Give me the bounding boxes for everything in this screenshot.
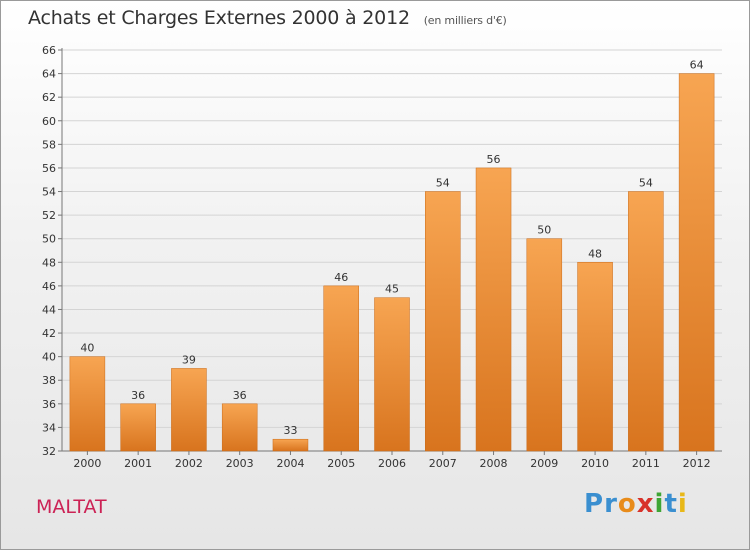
x-tick-label-2004: 2004 [276,457,304,470]
logo-letter: t [664,489,678,519]
x-tick-label-2002: 2002 [175,457,203,470]
proxiti-logo[interactable]: Proxiti [584,489,688,519]
y-tick-label: 54 [42,186,56,199]
data-label-2006: 45 [385,283,399,296]
y-tick-label: 44 [42,303,56,316]
y-tick-label: 36 [42,398,56,411]
logo-letter: i [677,489,688,519]
y-tick-label: 50 [42,233,56,246]
data-label-2004: 33 [283,424,297,437]
logo-letter: i [654,489,665,519]
y-tick-label: 64 [42,68,56,81]
logo-letter: r [604,489,618,519]
x-tick-label-2007: 2007 [429,457,457,470]
x-tick-label-2006: 2006 [378,457,406,470]
x-tick-label-2008: 2008 [480,457,508,470]
y-tick-label: 32 [42,445,56,458]
logo-letter: o [617,489,637,519]
y-tick-label: 48 [42,256,56,269]
data-label-2010: 48 [588,247,602,260]
x-tick-label-2012: 2012 [683,457,711,470]
data-label-2005: 46 [334,271,348,284]
data-label-2003: 36 [233,389,247,402]
bar-2010[interactable] [577,262,613,452]
data-label-2008: 56 [487,153,501,166]
bar-2001[interactable] [120,403,156,452]
y-tick-labels: 32 34 36 38 40 42 44 46 48 50 52 54 56 58 60 62 64 66 [42,44,56,458]
y-tick-label: 38 [42,374,56,387]
y-tick-label: 66 [42,44,56,57]
commune-name: MALTAT [36,496,107,518]
bar-2005[interactable] [323,285,359,452]
bar-2000[interactable] [69,356,106,452]
x-tick-label-2003: 2003 [226,457,254,470]
bar-2009[interactable] [526,238,563,452]
y-tick-label: 42 [42,327,56,340]
x-tick-label-2009: 2009 [530,457,558,470]
data-label-2000: 40 [80,342,94,355]
chart-subtitle: (en milliers d'€) [423,14,507,27]
x-tick-label-2005: 2005 [327,457,355,470]
bar-2011[interactable] [628,191,664,452]
data-label-2011: 54 [639,177,653,190]
y-tick-label: 40 [42,351,56,364]
bar-2007[interactable] [425,191,461,452]
data-label-2007: 54 [436,177,450,190]
y-tick-label: 62 [42,91,56,104]
x-tick-labels: 2000 2001 2002 2003 2004 2005 2006 2007 2008 2009… [73,451,711,470]
bar-2006[interactable] [374,297,410,452]
x-tick-label-2011: 2011 [632,457,660,470]
data-labels: 40 36 39 36 33 46 45 54 56 50 48 54 64 [80,59,703,438]
y-tick-label: 56 [42,162,56,175]
logo-letter: P [584,489,605,519]
data-label-2002: 39 [182,353,196,366]
y-tick-label: 60 [42,115,56,128]
y-tick-label: 52 [42,209,56,222]
data-label-2009: 50 [537,224,551,237]
data-label-2001: 36 [131,389,145,402]
bar-2008[interactable] [475,167,512,452]
chart-title-text: Achats et Charges Externes 2000 à 2012 [28,7,410,29]
bars [69,73,715,452]
x-tick-label-2001: 2001 [124,457,152,470]
bar-2002[interactable] [171,368,207,452]
bar-2003[interactable] [221,403,258,452]
data-label-2012: 64 [690,59,704,72]
chart-title: Achats et Charges Externes 2000 à 2012 (… [28,7,507,29]
y-tick-label: 34 [42,421,56,434]
x-tick-label-2000: 2000 [73,457,101,470]
y-tick-label: 58 [42,138,56,151]
bar-2004[interactable] [272,438,309,452]
x-tick-label-2010: 2010 [581,457,609,470]
logo-letter: x [636,489,655,519]
y-tick-label: 46 [42,280,56,293]
bar-2012[interactable] [678,73,715,452]
